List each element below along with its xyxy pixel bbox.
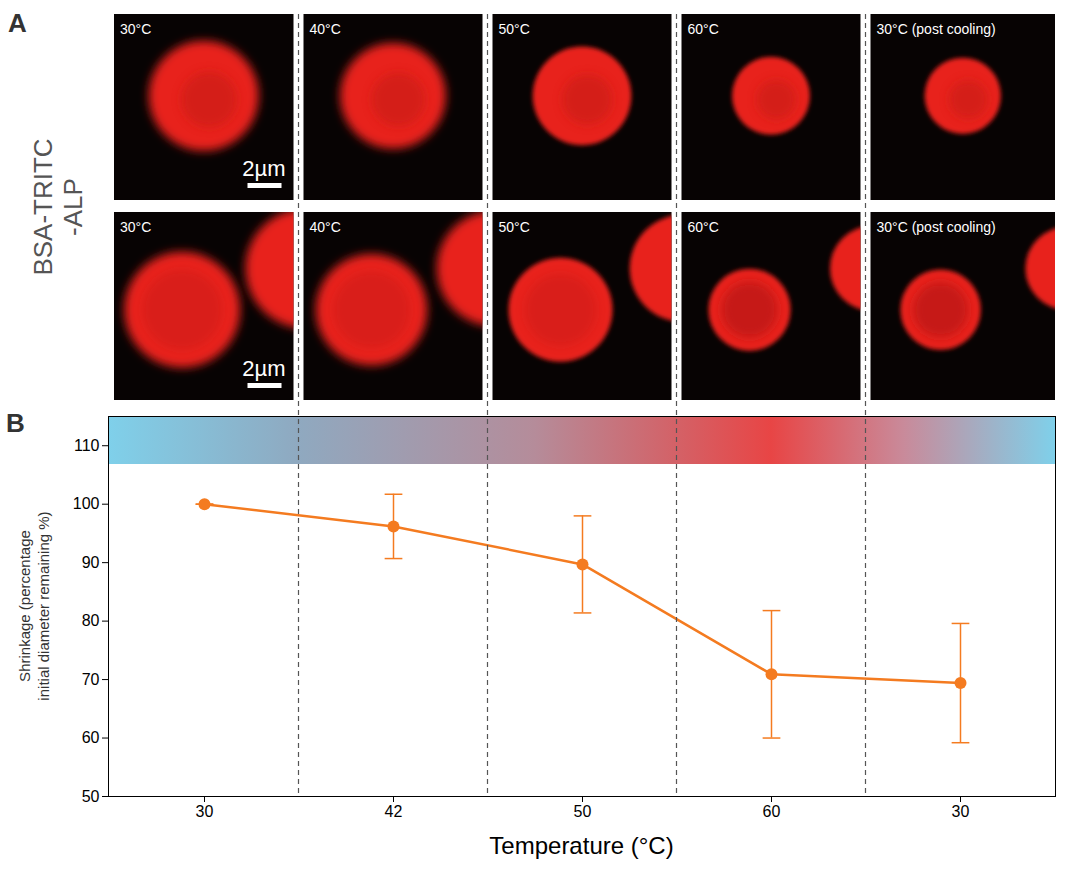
svg-text:30°C (post cooling): 30°C (post cooling)	[877, 219, 996, 235]
svg-text:110: 110	[74, 437, 100, 454]
svg-text:60°C: 60°C	[688, 21, 719, 37]
svg-text:42: 42	[385, 803, 403, 820]
svg-text:2µm: 2µm	[242, 356, 285, 381]
svg-text:80: 80	[82, 612, 100, 629]
svg-text:-ALP: -ALP	[58, 178, 88, 236]
svg-text:30°C: 30°C	[120, 219, 151, 235]
svg-text:Shrinkage (percentage: Shrinkage (percentage	[16, 530, 33, 682]
svg-text:60: 60	[82, 729, 100, 746]
svg-text:60: 60	[763, 803, 781, 820]
svg-text:50: 50	[574, 803, 592, 820]
svg-text:30: 30	[196, 803, 214, 820]
svg-text:40°C: 40°C	[310, 21, 341, 37]
svg-text:30°C: 30°C	[120, 21, 151, 37]
svg-text:initial diameter remaining %): initial diameter remaining %)	[35, 511, 52, 700]
svg-text:30: 30	[952, 803, 970, 820]
svg-text:100: 100	[73, 495, 100, 512]
svg-text:BSA-TRITC: BSA-TRITC	[28, 138, 58, 275]
svg-text:50°C: 50°C	[499, 21, 530, 37]
svg-text:90: 90	[82, 554, 100, 571]
html-text:Temperature (°C): Temperature (°C)	[489, 832, 674, 859]
svg-text:50: 50	[82, 788, 100, 805]
svg-text:B: B	[6, 408, 25, 438]
svg-text:30°C (post cooling): 30°C (post cooling)	[877, 21, 996, 37]
svg-text:A: A	[8, 8, 27, 38]
svg-text:40°C: 40°C	[310, 219, 341, 235]
svg-text:60°C: 60°C	[688, 219, 719, 235]
svg-text:2µm: 2µm	[242, 156, 285, 181]
svg-text:70: 70	[82, 671, 100, 688]
svg-text:50°C: 50°C	[499, 219, 530, 235]
